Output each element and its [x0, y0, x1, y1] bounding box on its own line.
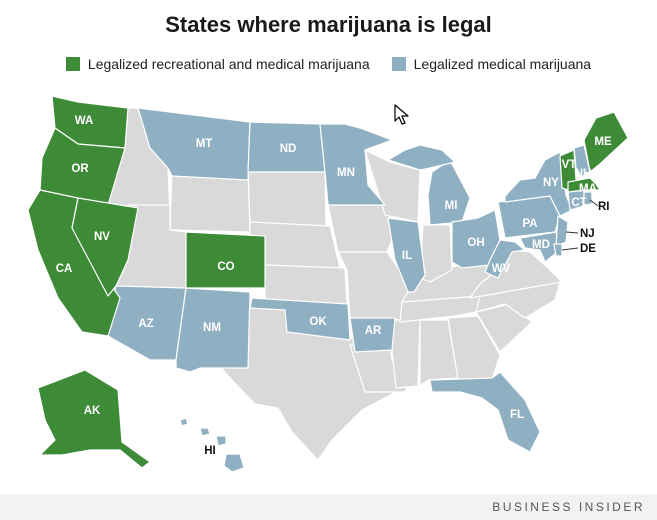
- label-nh: NH: [575, 168, 592, 180]
- label-ca: CA: [56, 263, 73, 275]
- state-mi: [427, 159, 471, 226]
- label-nm: NM: [203, 322, 221, 334]
- state-pa: [497, 195, 561, 239]
- footer-bar: [0, 494, 657, 520]
- label-mi: MI: [445, 200, 458, 212]
- label-il: IL: [402, 250, 412, 262]
- mouse-cursor-icon: [394, 104, 409, 125]
- state-ak: [37, 369, 151, 469]
- label-az: AZ: [138, 318, 153, 330]
- state-nm: [175, 287, 251, 373]
- state-ny: [504, 151, 573, 217]
- label-ar: AR: [365, 325, 382, 337]
- state-co: [185, 231, 266, 289]
- label-pa: PA: [522, 218, 537, 230]
- label-co: CO: [217, 261, 234, 273]
- state-ms: [389, 319, 421, 389]
- state-ri: [583, 191, 593, 206]
- legend-label-medical: Legalized medical marijuana: [413, 56, 592, 72]
- state-nj: [555, 215, 569, 247]
- label-wv: WV: [492, 263, 511, 275]
- label-or: OR: [71, 163, 89, 175]
- legend-item-recreational: Legalized recreational and medical marij…: [65, 56, 370, 72]
- callout-nj: [565, 231, 579, 234]
- state-sd: [247, 171, 327, 227]
- label-ny: NY: [543, 177, 559, 189]
- state-ma: [567, 177, 601, 193]
- label-ma: MA: [579, 183, 597, 195]
- state-me: [583, 111, 629, 173]
- state-il: [387, 217, 426, 293]
- label-ak: AK: [84, 405, 101, 417]
- label-mn: MN: [337, 167, 355, 179]
- map-title: States where marijuana is legal: [165, 12, 492, 37]
- label-fl: FL: [510, 409, 524, 421]
- state-ar: [349, 317, 396, 353]
- label-hi: HI: [204, 445, 216, 457]
- us-map: WA OR CA NV CO AK MT ND MN MI IL OH PA N…: [27, 95, 629, 473]
- state-mn: [319, 123, 393, 206]
- label-me: ME: [594, 136, 612, 148]
- state-de: [553, 243, 563, 257]
- label-de: DE: [580, 243, 596, 255]
- label-nd: ND: [280, 143, 297, 155]
- state-mi-upper: [387, 144, 456, 171]
- label-nj: NJ: [580, 228, 595, 240]
- legend-swatch-recreational: [65, 57, 80, 71]
- state-nh: [573, 144, 591, 179]
- callout-de: [561, 247, 579, 251]
- label-md: MD: [532, 239, 550, 251]
- label-ri: RI: [598, 201, 610, 213]
- label-nv: NV: [94, 231, 110, 243]
- state-wv: [484, 239, 526, 279]
- legend-item-medical: Legalized medical marijuana: [391, 56, 592, 72]
- label-mt: MT: [196, 138, 213, 150]
- label-ok: OK: [309, 316, 327, 328]
- label-wa: WA: [75, 115, 94, 127]
- legend: Legalized recreational and medical marij…: [0, 56, 657, 72]
- state-hi: [179, 417, 245, 473]
- legend-swatch-medical: [391, 57, 406, 71]
- label-oh: OH: [467, 237, 484, 249]
- state-fl: [429, 371, 541, 453]
- state-sc: [475, 303, 533, 353]
- brand-logo: BUSINESS INSIDER: [492, 500, 645, 514]
- callout-ri: [589, 199, 599, 207]
- state-ok: [249, 297, 351, 341]
- label-ct: CT: [571, 197, 586, 209]
- state-md: [519, 231, 561, 263]
- legend-label-recreational: Legalized recreational and medical marij…: [87, 56, 370, 72]
- state-nv: [71, 197, 139, 297]
- state-ga: [447, 315, 501, 381]
- label-vt: VT: [562, 159, 577, 171]
